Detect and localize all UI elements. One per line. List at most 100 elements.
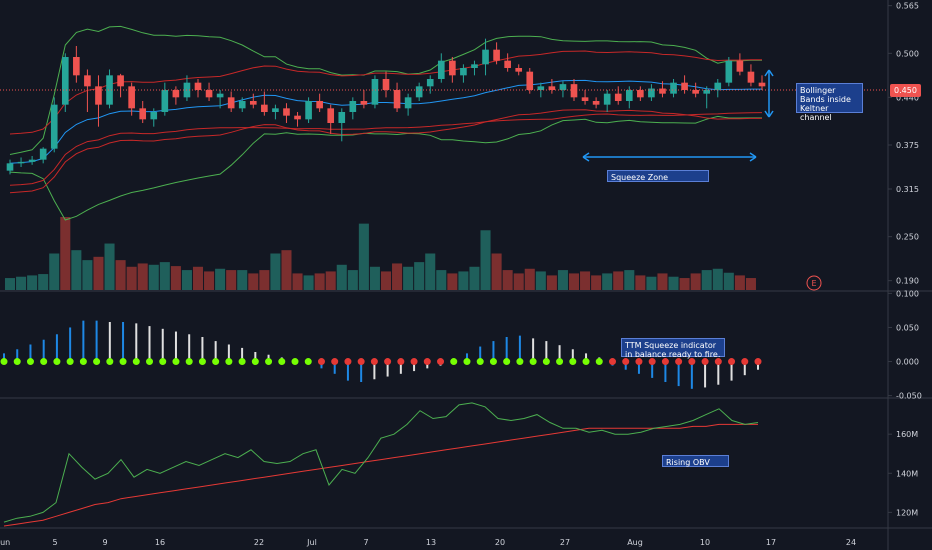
volume-bar [181, 270, 192, 290]
squeeze-dot [212, 358, 220, 366]
candle-body [238, 101, 246, 109]
bollinger-lower-line [9, 115, 762, 221]
squeeze-dot [238, 358, 246, 366]
x-tick-label: 27 [560, 538, 570, 547]
candle-body [614, 93, 622, 101]
volume-bar [712, 268, 723, 290]
squeeze-dot [397, 358, 405, 366]
candle-body [449, 60, 456, 76]
x-tick-label: Aug [627, 538, 643, 547]
volume-bar [82, 260, 93, 290]
candle-body [548, 86, 556, 90]
candle-body [747, 71, 755, 83]
x-tick-label: 13 [426, 538, 436, 547]
ema-line [9, 112, 763, 186]
volume-bar [71, 250, 82, 290]
candle-body [758, 82, 766, 87]
candle-body [515, 68, 523, 72]
volume-bar [115, 260, 126, 290]
squeeze-dot [688, 358, 696, 366]
volume-bar [137, 263, 148, 290]
squeeze-dot [225, 358, 233, 366]
volume-bar [668, 276, 679, 290]
squeeze-dot [714, 358, 722, 366]
event-marker-icon [806, 275, 822, 291]
squeeze-dot [106, 358, 114, 366]
price-tick-label: 0.315 [896, 185, 919, 194]
squeeze-dot [119, 358, 127, 366]
volume-bar [303, 275, 314, 290]
volume-bar [336, 264, 347, 290]
squeeze-dot [53, 358, 61, 366]
obv-line [3, 402, 759, 523]
x-tick-label: Jun [0, 538, 10, 547]
volume-bar [679, 278, 690, 290]
candle-body [61, 57, 69, 105]
squeeze-dot [529, 358, 537, 366]
candle-body [106, 75, 113, 105]
annotation-ttm: TTM Squeeze indicator in balance ready t… [621, 338, 725, 359]
candle-body [161, 90, 169, 112]
candle-body [603, 93, 611, 105]
candle-body [28, 159, 36, 162]
x-tick-label: 24 [846, 538, 856, 547]
volume-bar [93, 256, 104, 290]
volume-bar [27, 275, 38, 290]
bollinger-upper-line [9, 25, 762, 155]
volume-bar [469, 266, 480, 290]
candle-body [39, 148, 47, 160]
volume-bar [358, 223, 369, 290]
volume-bar [458, 271, 469, 290]
candle-body [482, 49, 489, 65]
candle-body [559, 84, 567, 90]
price-tick-label: 0.500 [896, 49, 919, 58]
squeeze-dot [159, 358, 167, 366]
candle-body [172, 90, 180, 98]
obv-tick-label: 140M [896, 469, 918, 478]
candle-body [6, 163, 14, 171]
candle-body [659, 88, 666, 94]
volume-bar [414, 262, 425, 290]
price-tick-label: 0.565 [896, 2, 919, 11]
squeeze-dot [198, 358, 206, 366]
candle-body [670, 82, 677, 94]
basis-line [9, 79, 762, 164]
candle-body [227, 97, 235, 109]
candle-body [681, 82, 688, 90]
candle-body [471, 64, 478, 68]
candle-body [371, 79, 379, 105]
volume-bar [347, 270, 358, 290]
candle-body [460, 68, 467, 76]
candle-body [272, 108, 279, 112]
volume-bar [60, 217, 71, 290]
x-tick-label: 20 [495, 538, 505, 547]
x-tick-label: 10 [700, 538, 710, 547]
candle-body [327, 108, 335, 123]
candle-body [316, 101, 323, 109]
squeeze-dot [291, 358, 299, 366]
candle-body [736, 60, 744, 72]
volume-bar [49, 253, 60, 290]
candle-body [128, 86, 135, 109]
squeeze-dot [251, 358, 259, 366]
squeeze-dot [595, 358, 603, 366]
candle-body [725, 60, 733, 83]
squeeze-dot [132, 358, 140, 366]
volume-bar [380, 271, 392, 290]
event-marker-label: E [811, 279, 816, 288]
keltner-lower-line [9, 109, 762, 194]
candle-body [393, 90, 401, 109]
candle-body [648, 88, 655, 98]
volume-bar [602, 273, 613, 290]
squeeze-dot [622, 358, 630, 366]
volume-bar [646, 276, 657, 290]
candle-body [504, 60, 511, 68]
volume-bar [38, 274, 49, 290]
candle-body [305, 101, 312, 120]
squeeze-dot [93, 358, 101, 366]
volume-bar [281, 250, 292, 290]
band-width-arrowheads [764, 69, 774, 118]
squeeze-zone-arrowheads [582, 152, 757, 162]
candle-body [382, 79, 390, 90]
